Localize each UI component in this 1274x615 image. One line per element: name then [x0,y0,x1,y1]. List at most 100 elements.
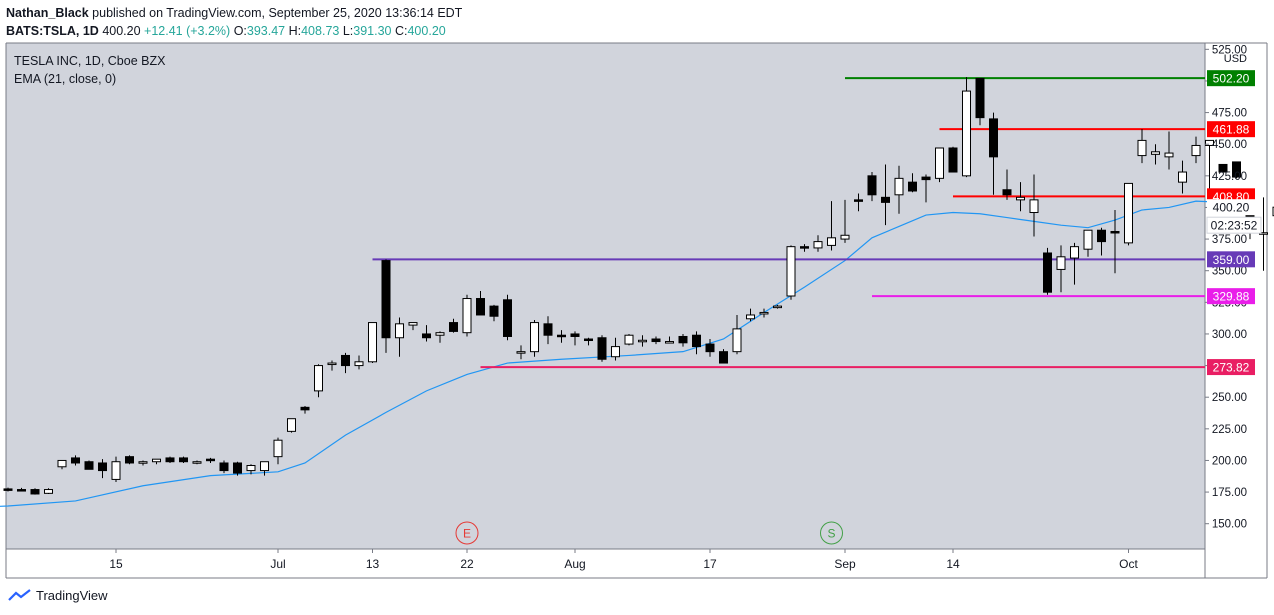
event-marker[interactable]: S [820,521,843,545]
candle[interactable] [57,459,67,470]
candle[interactable] [84,460,94,470]
candle[interactable] [192,460,202,465]
candle[interactable] [71,455,80,466]
candle[interactable] [773,304,782,309]
candle[interactable] [759,308,769,318]
candle[interactable] [881,164,890,226]
candle[interactable] [1083,229,1093,257]
candle[interactable] [1151,144,1160,165]
candle[interactable] [921,174,931,203]
candle[interactable] [30,488,40,495]
candle[interactable] [719,349,728,364]
candle[interactable] [570,331,580,346]
candle[interactable] [1110,209,1120,274]
candle[interactable] [489,304,499,322]
candle[interactable] [1029,174,1039,237]
time-axis[interactable] [6,549,1205,578]
candle[interactable] [651,336,661,345]
candle[interactable] [341,352,350,374]
candle[interactable] [894,165,904,214]
candle[interactable] [260,461,269,476]
candle[interactable] [44,488,53,494]
candle[interactable] [1124,182,1133,246]
candle[interactable] [746,308,755,322]
candle[interactable] [246,464,256,475]
candle[interactable] [692,331,701,355]
candle[interactable] [1218,163,1228,173]
candle[interactable] [408,322,418,331]
candle[interactable] [219,460,229,474]
candle[interactable] [584,337,593,346]
candle[interactable] [1164,131,1174,170]
candle[interactable] [827,201,836,251]
candle-body [273,439,283,458]
candle[interactable] [422,325,431,342]
candle[interactable] [867,172,877,202]
candle[interactable] [800,244,809,252]
candle[interactable] [543,316,553,345]
candle[interactable] [3,487,13,492]
candle[interactable] [17,487,26,492]
candle[interactable] [1056,245,1066,293]
candle[interactable] [476,290,485,316]
candle[interactable] [1191,136,1201,164]
candle[interactable] [435,331,445,343]
candle[interactable] [381,259,391,353]
candle[interactable] [98,459,107,479]
candle[interactable] [111,456,121,482]
candle[interactable] [395,317,404,357]
candle[interactable] [638,335,647,347]
candle[interactable] [624,333,634,346]
candle[interactable] [530,320,539,357]
candle[interactable] [1232,161,1241,179]
candle[interactable] [854,193,863,212]
candle[interactable] [786,245,796,300]
candle[interactable] [125,455,134,465]
candle[interactable] [935,147,944,183]
candle[interactable] [678,333,688,347]
candle[interactable] [1002,169,1012,200]
candle[interactable] [327,360,337,371]
candle[interactable] [165,456,175,463]
author-name[interactable]: Nathan_Black [6,6,89,20]
candle[interactable] [1097,227,1106,256]
candle[interactable] [368,322,377,364]
candle[interactable] [1043,247,1052,295]
candle[interactable] [503,294,512,341]
candle[interactable] [840,199,850,243]
candle[interactable] [300,406,310,414]
candle[interactable] [233,461,242,476]
candle[interactable] [354,355,364,370]
candle[interactable] [1178,160,1187,194]
candle[interactable] [516,345,526,360]
candle[interactable] [908,173,917,193]
candle[interactable] [962,77,971,178]
candle[interactable] [1137,129,1147,164]
candle[interactable] [287,418,296,433]
candle[interactable] [611,337,620,361]
candle[interactable] [449,318,458,333]
candle[interactable] [975,77,985,126]
candle[interactable] [732,314,742,355]
candle[interactable] [813,235,823,252]
candle[interactable] [314,364,323,398]
current-price-label: 400.20 [1213,201,1250,215]
candle[interactable] [1070,242,1079,285]
candle[interactable] [557,330,566,343]
candle[interactable] [705,339,715,357]
candle[interactable] [1205,139,1214,194]
candle[interactable] [948,146,958,173]
candle[interactable] [1016,182,1025,212]
event-marker[interactable]: E [455,521,479,545]
candle[interactable] [665,336,674,344]
candle[interactable] [152,458,161,465]
candle[interactable] [462,294,472,337]
candle[interactable] [273,437,283,465]
candle[interactable] [206,457,215,463]
footer[interactable]: TradingView [8,588,108,603]
candle[interactable] [138,460,148,466]
candle[interactable] [597,335,607,362]
candle[interactable] [989,112,998,195]
candle[interactable] [179,456,188,463]
